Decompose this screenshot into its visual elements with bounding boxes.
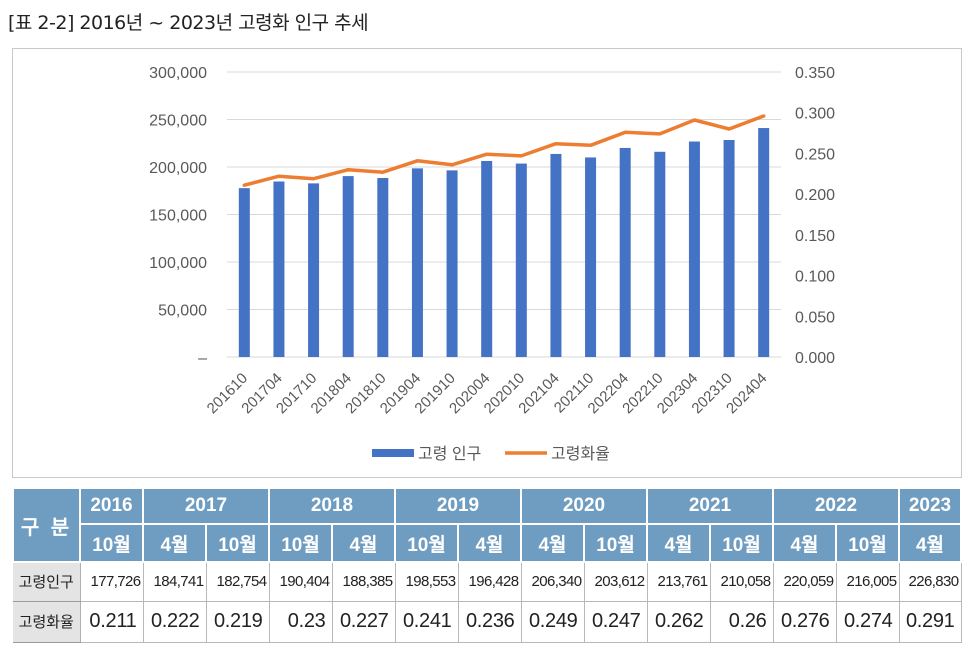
- bar: [515, 163, 527, 357]
- year-header: 2023: [898, 487, 962, 525]
- left-axis-tick-label: 200,000: [149, 160, 207, 177]
- bar: [308, 183, 320, 357]
- bar: [758, 128, 770, 357]
- left-axis-tick-label: 250,000: [149, 113, 207, 130]
- table-cell: 226,830: [898, 561, 962, 602]
- bar: [585, 157, 597, 357]
- table-cell: 206,340: [520, 561, 585, 602]
- month-header-row: 10월 4월 10월 10월 4월 10월 4월 4월 10월 4월 10월 4월 10월 4월: [13, 523, 962, 563]
- bar: [273, 181, 285, 357]
- bar: [481, 160, 493, 357]
- bar: [550, 153, 562, 357]
- legend-label-ratio: 고령화율: [551, 445, 610, 463]
- month-header: 4월: [331, 523, 396, 563]
- table-cell: 216,005: [835, 561, 900, 602]
- bar: [238, 188, 250, 357]
- ratio-line: [242, 114, 766, 187]
- month-header: 4월: [898, 523, 962, 563]
- month-header: 4월: [646, 523, 711, 563]
- table-cell: 188,385: [331, 561, 396, 602]
- bar: [654, 151, 666, 357]
- table-cell: 0.211: [79, 600, 144, 643]
- month-header: 4월: [772, 523, 837, 563]
- year-header: 2021: [646, 487, 774, 525]
- left-axis-tick-label: 100,000: [149, 255, 207, 272]
- year-header: 2020: [520, 487, 648, 525]
- left-axis-tick-label: 50,000: [158, 303, 207, 320]
- table-cell: 0.276: [772, 600, 837, 643]
- month-header: 10월: [583, 523, 648, 563]
- table-cell: 198,553: [394, 561, 459, 602]
- year-header: 2022: [772, 487, 900, 525]
- month-header: 10월: [394, 523, 459, 563]
- legend-label-population: 고령 인구: [418, 445, 481, 463]
- bar: [619, 147, 631, 357]
- table-cell: 0.291: [898, 600, 962, 643]
- bar: [723, 140, 735, 357]
- table-cell: 0.227: [331, 600, 396, 643]
- table-cell: 0.249: [520, 600, 585, 643]
- bar: [342, 176, 354, 357]
- legend-bar-swatch: [372, 449, 414, 457]
- right-axis-tick-label: 0.200: [795, 187, 835, 204]
- right-axis-tick-label: 0.300: [795, 106, 835, 123]
- left-axis-tick-label: 300,000: [149, 65, 207, 82]
- month-header: 4월: [457, 523, 522, 563]
- table-cell: 203,612: [583, 561, 648, 602]
- year-header: 2016: [79, 487, 144, 525]
- table-cell: 177,726: [79, 561, 144, 602]
- year-header: 2019: [394, 487, 522, 525]
- bar: [411, 168, 423, 357]
- right-axis-tick-label: 0.100: [795, 269, 835, 286]
- month-header: 4월: [142, 523, 207, 563]
- year-header-row: 구 분 2016 2017 2018 2019 2020 2021 2022 2023: [12, 487, 962, 563]
- table-cell: 0.23: [268, 600, 333, 643]
- table-cell: 210,058: [709, 561, 774, 602]
- row-label: 고령화율: [13, 600, 81, 643]
- right-axis-tick-label: 0.000: [795, 350, 835, 367]
- month-header: 10월: [79, 523, 144, 563]
- chart-container: – 50,000 100,000 150,000 200,000 250,000 300,0…: [12, 48, 962, 478]
- row-label: 고령인구: [13, 561, 81, 602]
- table-cell: 184,741: [142, 561, 207, 602]
- right-axis-tick-label: 0.050: [795, 309, 835, 326]
- combo-chart: – 50,000 100,000 150,000 200,000 250,000 300,0…: [149, 65, 835, 463]
- ratio-row: 고령화율 0.211 0.222 0.219 0.23 0.227 0.241 0.236 0.…: [13, 600, 962, 643]
- year-header: 2018: [268, 487, 396, 525]
- month-header: 4월: [520, 523, 585, 563]
- data-table: 구 분 2016 2017 2018 2019 2020 2021 2022 2023 10월 4…: [12, 487, 962, 643]
- table-cell: 190,404: [268, 561, 333, 602]
- page-title: [표 2-2] 2016년 ~ 2023년 고령화 인구 추세: [8, 12, 369, 34]
- table-cell: 196,428: [457, 561, 522, 602]
- left-axis-tick-label: 150,000: [149, 208, 207, 225]
- month-header: 10월: [709, 523, 774, 563]
- month-header: 10월: [205, 523, 270, 563]
- right-axis-tick-label: 0.250: [795, 146, 835, 163]
- year-header: 2017: [142, 487, 270, 525]
- table-cell: 0.241: [394, 600, 459, 643]
- table-cell: 0.236: [457, 600, 522, 643]
- table-cell: 0.26: [709, 600, 774, 643]
- table-cell: 213,761: [646, 561, 711, 602]
- month-header: 10월: [268, 523, 333, 563]
- right-axis-tick-label: 0.350: [795, 65, 835, 82]
- left-axis-tick-label: –: [198, 350, 207, 367]
- bar: [446, 170, 458, 357]
- population-row: 고령인구 177,726 184,741 182,754 190,404 188,385 1…: [13, 561, 962, 602]
- table-cell: 182,754: [205, 561, 270, 602]
- right-axis-tick-label: 0.150: [795, 228, 835, 245]
- table-corner-header: 구 분: [12, 487, 81, 563]
- table-cell: 0.262: [646, 600, 711, 643]
- table-cell: 0.247: [583, 600, 648, 643]
- table-cell: 0.222: [142, 600, 207, 643]
- bar: [688, 141, 700, 357]
- month-header: 10월: [835, 523, 900, 563]
- table-cell: 220,059: [772, 561, 837, 602]
- bar: [377, 178, 389, 357]
- table-cell: 0.219: [205, 600, 270, 643]
- table-cell: 0.274: [835, 600, 900, 643]
